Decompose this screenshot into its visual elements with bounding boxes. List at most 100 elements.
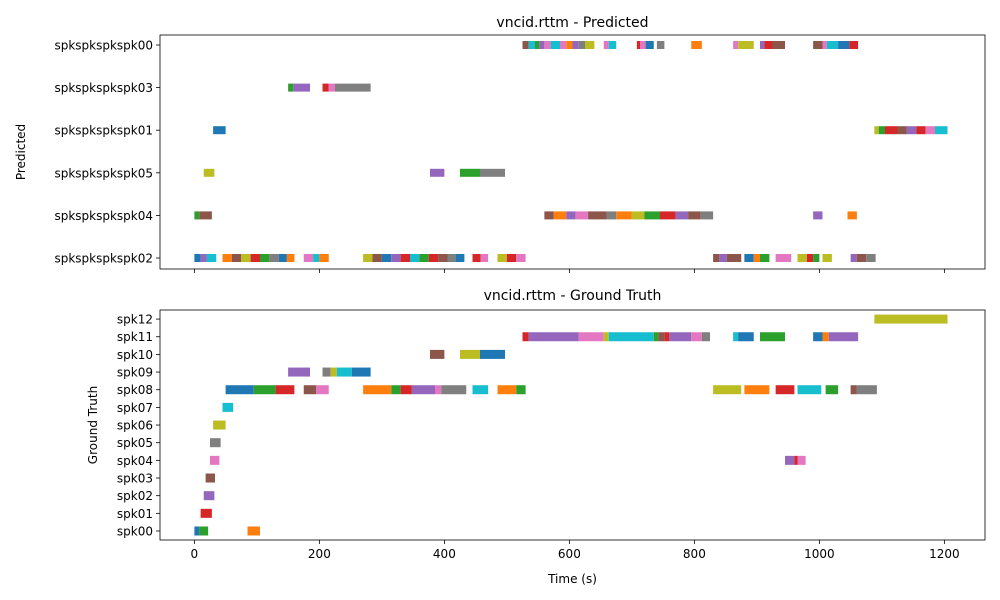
- predicted-segment: [850, 254, 857, 262]
- ground-truth-segment: [516, 385, 526, 395]
- predicted-y-tick-labels: spkspkspkspk02 spkspkspkspk04 spkspkspkspk…: [54, 39, 160, 266]
- predicted-segment: [822, 41, 827, 49]
- ground-truth-xlabel: Time (s): [547, 572, 597, 586]
- predicted-segment: [516, 254, 526, 262]
- ground-truth-segment: [828, 332, 859, 342]
- predicted-segment: [269, 254, 279, 262]
- predicted-y-tick-label: spkspkspkspk04: [54, 209, 153, 223]
- predicted-segment: [588, 211, 607, 220]
- ground-truth-x-tick-label: 600: [558, 547, 581, 561]
- predicted-segment: [328, 83, 335, 92]
- ground-truth-segment: [603, 332, 609, 342]
- ground-truth-segment: [813, 332, 823, 342]
- predicted-segment: [572, 41, 579, 49]
- predicted-segment: [738, 41, 754, 49]
- ground-truth-segment: [194, 526, 200, 536]
- predicted-segment: [472, 254, 481, 262]
- ground-truth-segment: [522, 332, 529, 342]
- ground-truth-x-ticks: 0 200 400 600 800 1000 1200: [191, 540, 960, 561]
- ground-truth-segment: [400, 385, 412, 395]
- ground-truth-y-tick-labels: spk00 spk01 spk02 spk03 spk04 spk05 spk06 spk07…: [117, 313, 160, 539]
- predicted-segment: [544, 211, 554, 220]
- ground-truth-segment: [797, 455, 806, 465]
- predicted-ylabel: Predicted: [14, 124, 28, 180]
- ground-truth-y-tick-label: spk05: [117, 436, 153, 450]
- predicted-segment: [319, 254, 329, 262]
- predicted-segment: [535, 41, 540, 49]
- predicted-segment: [906, 126, 917, 135]
- predicted-segment: [200, 254, 207, 262]
- predicted-segment: [764, 41, 773, 49]
- ground-truth-x-tick-label: 400: [433, 547, 456, 561]
- ground-truth-x-tick-label: 200: [308, 547, 331, 561]
- predicted-segment: [480, 168, 505, 177]
- predicted-segment: [719, 254, 727, 262]
- ground-truth-segment: [430, 349, 445, 359]
- ground-truth-y-tick-label: spk10: [117, 348, 153, 362]
- ground-truth-segment: [701, 332, 710, 342]
- predicted-segment: [849, 41, 859, 49]
- ground-truth-segment: [608, 332, 654, 342]
- ground-truth-y-tick-label: spk07: [117, 401, 153, 415]
- predicted-segment: [806, 254, 814, 262]
- ground-truth-segment: [205, 473, 215, 483]
- predicted-segment: [645, 41, 654, 49]
- ground-truth-segment: [785, 455, 795, 465]
- ground-truth-segment: [213, 420, 226, 430]
- ground-truth-segment: [303, 385, 317, 395]
- predicted-segment: [528, 41, 535, 49]
- ground-truth-segment: [713, 385, 742, 395]
- predicted-segment: [250, 254, 260, 262]
- predicted-segment: [241, 254, 251, 262]
- ground-truth-segment: [316, 385, 329, 395]
- predicted-segment: [438, 254, 448, 262]
- ground-truth-segment: [199, 526, 209, 536]
- predicted-segment: [194, 211, 200, 220]
- predicted-segment: [553, 211, 567, 220]
- predicted-segment: [428, 254, 439, 262]
- ground-truth-segment: [822, 332, 829, 342]
- predicted-y-tick-label: spkspkspkspk00: [54, 39, 153, 53]
- predicted-segment: [506, 254, 517, 262]
- ground-truth-subplot: vncid.rttm - Ground Truth Ground Truth T…: [86, 288, 986, 586]
- predicted-y-tick-label: spkspkspkspk05: [54, 166, 153, 180]
- predicted-segment: [391, 254, 401, 262]
- predicted-segment: [644, 211, 660, 220]
- predicted-segment: [775, 254, 792, 262]
- ground-truth-segment: [738, 332, 754, 342]
- ground-truth-segment: [275, 385, 295, 395]
- ground-truth-segment: [200, 508, 212, 518]
- predicted-segment: [813, 41, 823, 49]
- ground-truth-x-tick-label: 1200: [929, 547, 960, 561]
- predicted-segment: [203, 168, 215, 177]
- predicted-gridless-frame: [159, 34, 986, 270]
- predicted-segment: [916, 126, 926, 135]
- ground-truth-segment: [472, 385, 489, 395]
- ground-truth-segment: [775, 385, 795, 395]
- predicted-segment: [935, 126, 948, 135]
- ground-truth-segment: [744, 385, 770, 395]
- predicted-segment: [206, 254, 217, 262]
- predicted-segment: [656, 41, 665, 49]
- predicted-segment: [539, 41, 545, 49]
- predicted-segment: [636, 41, 640, 49]
- predicted-segment: [660, 211, 676, 220]
- ground-truth-y-tick-label: spk00: [117, 525, 153, 539]
- predicted-segment: [480, 254, 489, 262]
- ground-truth-segment: [874, 314, 948, 324]
- ground-truth-segment: [391, 385, 401, 395]
- predicted-segment: [460, 168, 480, 177]
- predicted-segments: [194, 41, 948, 262]
- ground-truth-segment: [253, 385, 276, 395]
- predicted-segment: [419, 254, 429, 262]
- predicted-segment: [278, 254, 287, 262]
- predicted-segment: [925, 126, 935, 135]
- predicted-segment: [566, 211, 576, 220]
- predicted-segment: [199, 211, 212, 220]
- predicted-segment: [866, 254, 876, 262]
- ground-truth-y-tick-label: spk11: [117, 330, 153, 344]
- ground-truth-segment: [441, 385, 467, 395]
- predicted-segment: [286, 254, 295, 262]
- predicted-segment: [194, 254, 201, 262]
